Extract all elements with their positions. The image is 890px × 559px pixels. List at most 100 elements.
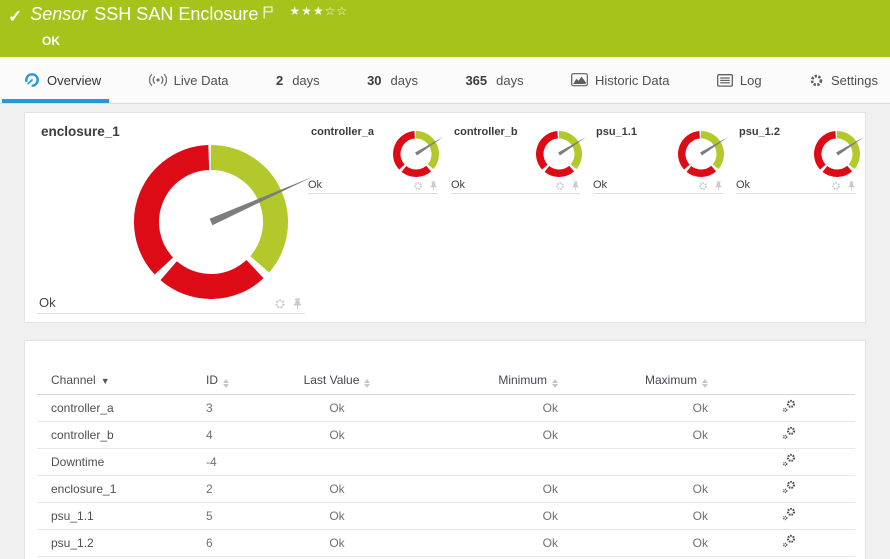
- pin-icon[interactable]: [714, 181, 723, 191]
- table-row[interactable]: psu_1.1 5 Ok Ok Ok: [37, 502, 855, 530]
- channel-name-cell[interactable]: controller_a: [37, 394, 202, 422]
- minimum-cell: Ok: [387, 529, 572, 557]
- gauge-status-label: Ok: [308, 179, 323, 191]
- gauge-title: controller_b: [454, 126, 518, 138]
- psu-1-2-gauge[interactable]: [807, 124, 887, 184]
- gauge-cell-controller-b: controller_b Ok: [447, 113, 589, 203]
- channel-name-cell[interactable]: psu_1.1: [37, 502, 202, 530]
- channel-id-cell: 5: [202, 502, 287, 530]
- tab-log[interactable]: Log: [713, 57, 766, 103]
- gauge-footer: Ok: [736, 175, 856, 194]
- gauge-title: controller_a: [311, 126, 374, 138]
- column-header-last-value[interactable]: Last Value: [287, 367, 387, 395]
- gauge-cell-psu-1-2: psu_1.2 Ok: [732, 113, 865, 203]
- channel-settings-gears-icon[interactable]: [782, 399, 796, 413]
- gauge-title: enclosure_1: [41, 124, 120, 139]
- tab-label-number: 30: [367, 72, 382, 88]
- column-label: ID: [206, 372, 218, 387]
- channel-settings-gears-icon[interactable]: [782, 426, 796, 440]
- channels-table: Channel ▼ ID Last Value Minimum Maximum c…: [37, 367, 855, 557]
- last-value-cell: Ok: [287, 529, 387, 557]
- last-value-cell: Ok: [287, 475, 387, 503]
- tab-30-days[interactable]: 30 days: [363, 57, 422, 103]
- flag-icon[interactable]: [263, 6, 273, 19]
- tab-label: days: [496, 72, 524, 88]
- pin-icon[interactable]: [571, 181, 580, 191]
- gauge-footer: Ok: [593, 175, 723, 194]
- maximum-cell: Ok: [572, 394, 722, 422]
- pin-icon[interactable]: [292, 298, 303, 310]
- channel-name-cell[interactable]: Downtime: [37, 448, 202, 476]
- gauge-settings-gear-icon[interactable]: [698, 181, 708, 191]
- tab-overview[interactable]: Overview: [1, 57, 110, 103]
- channel-name-cell[interactable]: controller_b: [37, 421, 202, 449]
- gauge-status-label: Ok: [736, 179, 751, 191]
- maximum-cell: [572, 448, 722, 476]
- gauge-status-label: Ok: [39, 295, 56, 310]
- gauge-settings-gear-icon[interactable]: [555, 181, 565, 191]
- tab-historic-data[interactable]: Historic Data: [567, 57, 673, 103]
- tab-label: days: [292, 72, 320, 88]
- last-value-cell: Ok: [287, 394, 387, 422]
- column-label: Last Value: [303, 372, 360, 387]
- column-header-channel[interactable]: Channel ▼: [37, 367, 202, 395]
- tab-label-number: 365: [465, 72, 488, 88]
- sort-icon: [364, 378, 371, 388]
- priority-stars[interactable]: ★★★☆☆: [289, 4, 349, 18]
- channel-settings-gears-icon[interactable]: [782, 534, 796, 548]
- sort-desc-icon: ▼: [100, 376, 110, 387]
- minimum-cell: Ok: [387, 394, 572, 422]
- page-title: SSH SAN Enclosure: [94, 4, 259, 24]
- maximum-cell: Ok: [572, 421, 722, 449]
- psu-1-1-gauge[interactable]: [671, 124, 751, 184]
- channel-id-cell: 6: [202, 529, 287, 557]
- gauge-settings-gear-icon[interactable]: [413, 181, 423, 191]
- table-row[interactable]: Downtime -4: [37, 448, 855, 476]
- tab-label: Log: [739, 72, 762, 88]
- minimum-cell: Ok: [387, 475, 572, 503]
- enclosure-1-gauge[interactable]: [116, 127, 346, 317]
- minimum-cell: Ok: [387, 421, 572, 449]
- column-header-id[interactable]: ID: [202, 367, 287, 395]
- channel-name-cell[interactable]: psu_1.2: [37, 529, 202, 557]
- table-row[interactable]: controller_b 4 Ok Ok Ok: [37, 421, 855, 449]
- channel-settings-gears-icon[interactable]: [782, 453, 796, 467]
- last-value-cell: Ok: [287, 502, 387, 530]
- sort-icon: [223, 378, 229, 388]
- table-body: controller_a 3 Ok Ok Ok controller_b 4 Ok Ok Ok Do…: [37, 394, 855, 557]
- controller-a-gauge[interactable]: [386, 124, 466, 184]
- table-row[interactable]: enclosure_1 2 Ok Ok Ok: [37, 475, 855, 503]
- tab-live-data[interactable]: Live Data: [145, 57, 233, 103]
- table-header-row: Channel ▼ ID Last Value Minimum Maximum: [37, 367, 855, 395]
- gauge-status-label: Ok: [451, 179, 466, 191]
- tab-2-days[interactable]: 2 days: [272, 57, 324, 103]
- column-header-maximum[interactable]: Maximum: [572, 367, 722, 395]
- pin-icon[interactable]: [429, 181, 438, 191]
- last-value-cell: Ok: [287, 421, 387, 449]
- channel-settings-gears-icon[interactable]: [782, 507, 796, 521]
- sensor-title-row: ✓ Sensor SSH SAN Enclosure ★★★☆☆: [8, 4, 880, 27]
- tab-label: Historic Data: [595, 72, 670, 88]
- channel-name-cell[interactable]: enclosure_1: [37, 475, 202, 503]
- tab-label: days: [390, 72, 419, 88]
- channel-settings-gears-icon[interactable]: [782, 480, 796, 494]
- minimum-cell: [387, 448, 572, 476]
- column-label: Maximum: [644, 372, 697, 387]
- maximum-cell: Ok: [572, 529, 722, 557]
- channel-id-cell: 4: [202, 421, 287, 449]
- tab-365-days[interactable]: 365 days: [461, 57, 527, 103]
- gauge-cell-controller-a: controller_a Ok: [304, 113, 447, 203]
- tab-label: Overview: [47, 72, 102, 88]
- table-row[interactable]: psu_1.2 6 Ok Ok Ok: [37, 529, 855, 557]
- tab-settings[interactable]: Settings: [805, 57, 882, 103]
- gauge-footer: Ok: [37, 293, 305, 314]
- table-row[interactable]: controller_a 3 Ok Ok Ok: [37, 394, 855, 422]
- status-badge: OK: [42, 34, 60, 48]
- pin-icon[interactable]: [847, 181, 856, 191]
- gauge-settings-gear-icon[interactable]: [274, 298, 286, 310]
- chart-icon: [571, 73, 588, 87]
- controller-b-gauge[interactable]: [529, 124, 609, 184]
- column-header-minimum[interactable]: Minimum: [387, 367, 572, 395]
- sensor-header: ✓ Sensor SSH SAN Enclosure ★★★☆☆ OK: [0, 0, 890, 57]
- gauge-settings-gear-icon[interactable]: [831, 181, 841, 191]
